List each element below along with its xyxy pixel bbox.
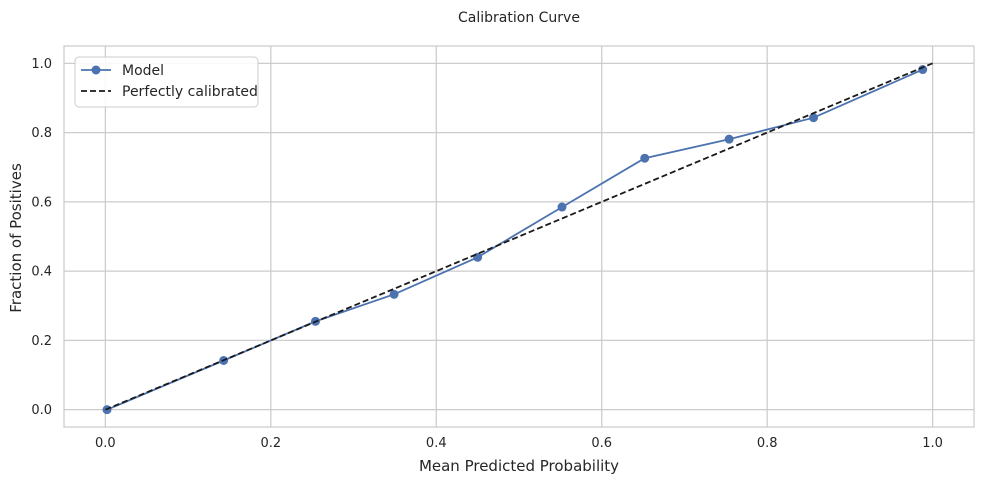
- series: [102, 62, 933, 415]
- legend-marker-0: [91, 65, 101, 75]
- series-line-1: [105, 62, 933, 411]
- y-tick-label-4: 0.8: [31, 126, 52, 141]
- chart-title: Calibration Curve: [458, 10, 580, 26]
- x-axis-label: Mean Predicted Probability: [419, 457, 619, 475]
- model-point-8: [809, 113, 819, 123]
- y-axis-label: Fraction of Positives: [7, 163, 25, 313]
- series-line-0: [106, 68, 924, 411]
- legend: Model Perfectly calibrated: [74, 56, 259, 108]
- x-tick-label-3: 0.6: [591, 436, 612, 451]
- plot-frame: [63, 45, 975, 428]
- model-point-4: [473, 252, 483, 262]
- model-point-5: [557, 202, 567, 212]
- x-tick-label-1: 0.2: [260, 436, 281, 451]
- model-point-6: [640, 153, 650, 163]
- tick-labels: 0.0 0.2 0.4 0.6 0.8 1.0 0.0 0.2 0.4 0.6 0.8 1.0: [31, 57, 943, 451]
- x-tick-label-5: 1.0: [922, 436, 943, 451]
- model-point-7: [724, 134, 734, 144]
- model-point-9: [918, 65, 928, 75]
- y-tick-label-5: 1.0: [31, 57, 52, 72]
- x-tick-label-4: 0.8: [757, 436, 778, 451]
- legend-label-0: Model: [122, 63, 164, 79]
- y-tick-label-3: 0.6: [31, 195, 52, 210]
- legend-box: [74, 56, 259, 108]
- y-tick-label-2: 0.4: [31, 265, 52, 280]
- x-tick-label-0: 0.0: [95, 436, 116, 451]
- model-point-3: [389, 289, 399, 299]
- y-tick-label-0: 0.0: [31, 403, 52, 418]
- x-tick-label-2: 0.4: [426, 436, 447, 451]
- legend-label-1: Perfectly calibrated: [122, 84, 258, 100]
- y-tick-label-1: 0.2: [31, 334, 52, 349]
